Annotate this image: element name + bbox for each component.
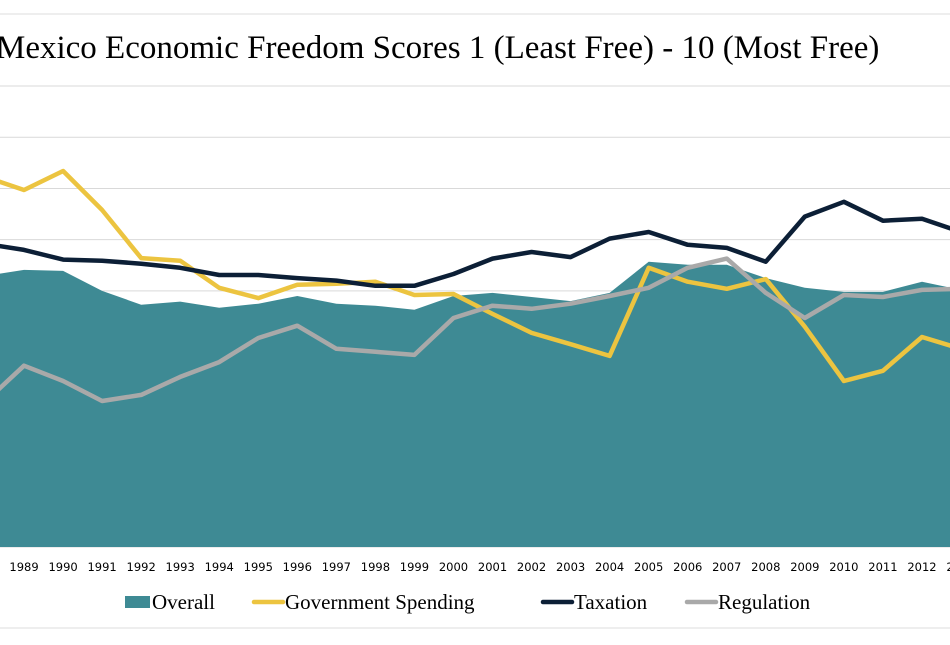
legend-label-government-spending: Government Spending xyxy=(285,590,475,614)
x-tick-label: 2013 xyxy=(946,560,950,574)
x-tick-label: 2002 xyxy=(517,560,546,574)
x-tick-label: 1994 xyxy=(205,560,234,574)
x-tick-label: 1995 xyxy=(244,560,273,574)
legend: Overall Government Spending Taxation Regula… xyxy=(125,590,811,614)
x-tick-label: 1990 xyxy=(48,560,77,574)
x-tick-label: 2011 xyxy=(868,560,897,574)
x-tick-label: 2007 xyxy=(712,560,741,574)
x-tick-label: 1989 xyxy=(9,560,38,574)
x-tick-label: 2009 xyxy=(790,560,819,574)
legend-label-overall: Overall xyxy=(152,590,215,614)
x-tick-label: 1996 xyxy=(283,560,312,574)
x-tick-label: 2003 xyxy=(556,560,585,574)
series-line-government-spending xyxy=(0,168,950,384)
x-tick-label: 1992 xyxy=(127,560,156,574)
x-tick-label: 2000 xyxy=(439,560,468,574)
x-tick-label: 1991 xyxy=(87,560,116,574)
x-tick-label: 2012 xyxy=(907,560,936,574)
x-tick-label: 2005 xyxy=(634,560,663,574)
x-tick-label: 1999 xyxy=(400,560,429,574)
x-tick-label: 2008 xyxy=(751,560,780,574)
legend-label-taxation: Taxation xyxy=(574,590,648,614)
x-tick-label: 2001 xyxy=(478,560,507,574)
plot-area xyxy=(0,168,950,547)
series-area-overall xyxy=(0,261,950,547)
x-tick-label: 2004 xyxy=(595,560,624,574)
x-axis-ticks: 1988198919901991199219931994199519961997… xyxy=(9,560,950,574)
x-tick-label: 1993 xyxy=(166,560,195,574)
series-line-regulation xyxy=(0,256,950,404)
x-tick-label: 1997 xyxy=(322,560,351,574)
chart-title: Mexico Economic Freedom Scores 1 (Least … xyxy=(0,30,879,66)
x-tick-label: 2010 xyxy=(829,560,858,574)
legend-label-regulation: Regulation xyxy=(718,590,811,614)
x-tick-label: 1998 xyxy=(361,560,390,574)
x-tick-label: 2006 xyxy=(673,560,702,574)
legend-swatch-overall xyxy=(125,596,150,608)
series-line-taxation xyxy=(0,199,950,289)
